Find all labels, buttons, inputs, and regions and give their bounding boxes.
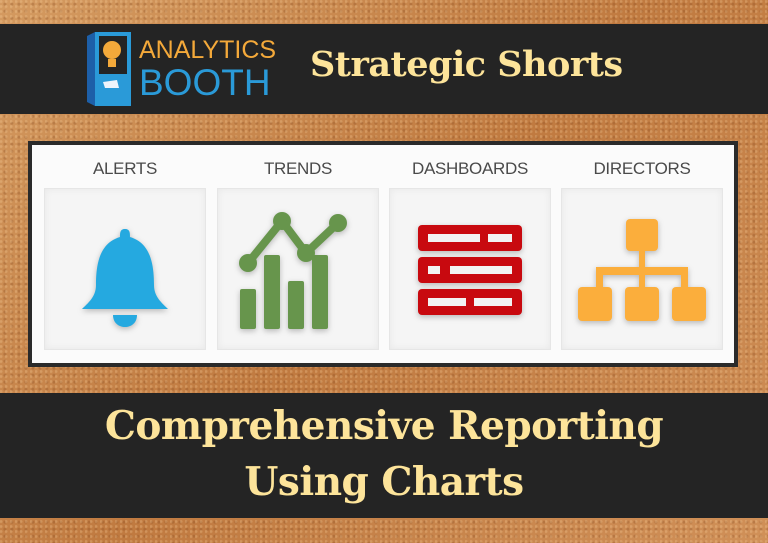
footer-bar: Comprehensive Reporting Using Charts bbox=[0, 393, 768, 518]
feature-label: ALERTS bbox=[92, 159, 158, 178]
org-chart-icon bbox=[578, 219, 706, 321]
feature-card bbox=[44, 188, 206, 350]
feature-label: DASHBOARDS bbox=[411, 159, 529, 178]
dashboard-icon bbox=[418, 225, 522, 315]
trend-chart-icon bbox=[239, 212, 347, 329]
page-title: Strategic Shorts bbox=[310, 44, 623, 85]
features-panel: ALERTS TRENDS DASHBOA bbox=[28, 141, 738, 367]
logo-text-analytics: ANALYTICS bbox=[139, 36, 277, 64]
feature-card bbox=[561, 188, 723, 350]
logo-text-booth: BOOTH bbox=[139, 62, 271, 103]
feature-label: TRENDS bbox=[263, 159, 333, 178]
feature-card bbox=[217, 188, 379, 350]
analytics-booth-logo: ANALYTICS BOOTH bbox=[85, 32, 285, 106]
footer-line-2: Using Charts bbox=[244, 459, 524, 505]
header-bar: ANALYTICS BOOTH Strategic Shorts bbox=[0, 24, 768, 114]
feature-label: DIRECTORS bbox=[593, 159, 691, 178]
feature-card bbox=[389, 188, 551, 350]
bell-icon bbox=[82, 229, 168, 327]
footer-line-1: Comprehensive Reporting bbox=[104, 403, 664, 449]
booth-icon bbox=[87, 32, 131, 106]
